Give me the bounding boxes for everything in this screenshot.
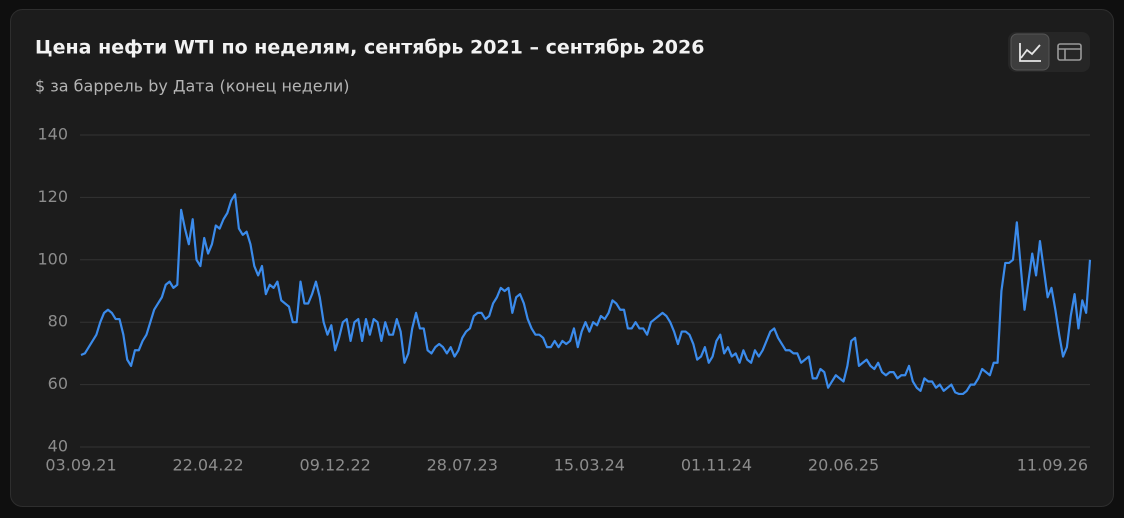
x-tick-label: 11.09.26 — [1017, 456, 1088, 475]
x-tick-label: 03.09.21 — [45, 456, 116, 475]
y-tick-label: 120 — [37, 187, 68, 206]
x-tick-label: 15.03.24 — [554, 456, 625, 475]
card — [10, 9, 1114, 507]
table-view-bg — [1051, 34, 1089, 70]
x-tick-label: 01.11.24 — [681, 456, 752, 475]
x-tick-label: 22.04.22 — [172, 456, 243, 475]
view-toggle — [1008, 32, 1090, 72]
price-line — [80, 193, 1092, 396]
x-tick-label: 20.06.25 — [808, 456, 879, 475]
chart-icon — [1019, 43, 1041, 62]
y-tick-label: 140 — [37, 125, 68, 144]
chart-title: Цена нефти WTI по неделям, сентябрь 2021… — [35, 37, 704, 59]
x-tick-label: 09.12.22 — [300, 456, 371, 475]
table-icon-lines — [1058, 48, 1081, 60]
table-icon — [1057, 43, 1082, 61]
y-tick-label: 40 — [48, 437, 68, 456]
x-tick-label: 28.07.23 — [427, 456, 498, 475]
chart-view-button[interactable] — [1010, 33, 1050, 71]
y-tick-label: 60 — [48, 374, 68, 393]
table-view-button[interactable] — [1051, 34, 1089, 70]
y-tick-label: 100 — [37, 249, 68, 268]
y-tick-label: 80 — [48, 312, 68, 331]
chart-subtitle: $ за баррель by Дата (конец недели) — [35, 77, 350, 96]
